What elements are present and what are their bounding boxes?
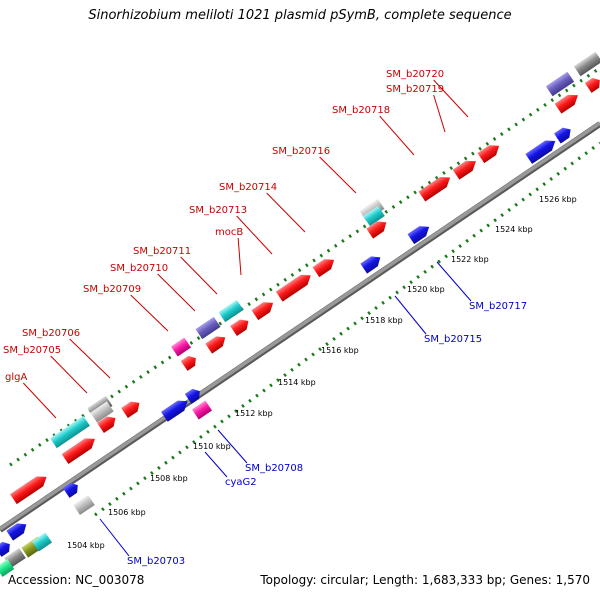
forward-leader-line bbox=[180, 256, 218, 295]
gene-feature-20 bbox=[195, 316, 221, 340]
kbp-tick-label: 1510 kbp bbox=[193, 442, 231, 451]
forward-gene-label: SM_b20718 bbox=[332, 105, 390, 116]
gene-feature-30 bbox=[161, 400, 188, 422]
gene-feature-17 bbox=[251, 302, 274, 321]
gene-feature-11 bbox=[363, 205, 385, 227]
topology-text: Topology: circular; Length: 1,683,333 bp… bbox=[260, 573, 590, 587]
forward-leader-line bbox=[379, 115, 415, 156]
forward-gene-label: SM_b20716 bbox=[272, 146, 330, 157]
forward-tick-track bbox=[9, 66, 600, 467]
tick-dot-tracks bbox=[9, 66, 600, 517]
gene-feature-19 bbox=[218, 299, 244, 323]
gene-feature-36 bbox=[6, 523, 27, 541]
kbp-tick-label: 1506 kbp bbox=[108, 508, 146, 517]
forward-leader-line bbox=[266, 192, 306, 233]
forward-gene-label: SM_b20706 bbox=[22, 328, 80, 339]
forward-leader-line bbox=[433, 94, 446, 133]
gene-feature-2 bbox=[573, 51, 600, 77]
gene-feature-14 bbox=[360, 256, 381, 274]
forward-leader-line bbox=[50, 355, 88, 394]
gene-feature-1 bbox=[545, 71, 575, 97]
gene-feature-26 bbox=[121, 401, 140, 419]
gene-feature-13 bbox=[407, 226, 430, 245]
forward-leader-line bbox=[319, 156, 357, 194]
backbone-line bbox=[0, 121, 600, 531]
gene-feature-4 bbox=[584, 77, 600, 93]
forward-gene-label: SM_b20705 bbox=[3, 345, 61, 356]
forward-leader-line bbox=[433, 79, 469, 118]
gene-feature-12 bbox=[366, 221, 387, 239]
reverse-gene-label: SM_b20715 bbox=[424, 334, 482, 345]
gene-features bbox=[0, 51, 600, 577]
kbp-tick-label: 1524 kbp bbox=[495, 225, 533, 234]
reverse-gene-label: cyaG2 bbox=[225, 477, 257, 488]
gene-feature-23 bbox=[180, 355, 196, 371]
gene-feature-25 bbox=[90, 401, 114, 423]
gene-feature-22 bbox=[171, 337, 191, 357]
gene-feature-31 bbox=[184, 388, 200, 404]
gene-feature-5 bbox=[525, 140, 556, 164]
kbp-tick-label: 1522 kbp bbox=[451, 255, 489, 264]
kbp-tick-label: 1512 kbp bbox=[235, 409, 273, 418]
gene-feature-39 bbox=[32, 532, 52, 552]
kbp-tick-label: 1504 kbp bbox=[67, 541, 105, 550]
forward-gene-label: SM_b20710 bbox=[110, 263, 168, 274]
forward-leader-line bbox=[236, 215, 273, 255]
forward-gene-label: mocB bbox=[215, 227, 243, 238]
reverse-leader-line bbox=[394, 295, 427, 335]
gene-feature-41 bbox=[0, 559, 15, 577]
forward-gene-label: SM_b20709 bbox=[83, 284, 141, 295]
forward-leader-line bbox=[157, 273, 196, 312]
label-leader-lines bbox=[22, 79, 472, 557]
reverse-leader-line bbox=[217, 429, 248, 464]
forward-gene-label: SM_b20713 bbox=[189, 205, 247, 216]
kbp-scale: 1504 kbp 1506 kbp 1508 kbp 1510 kbp 1512 kbp… bbox=[67, 195, 577, 550]
kbp-tick-label: 1514 kbp bbox=[278, 378, 316, 387]
gene-feature-15 bbox=[275, 274, 311, 302]
forward-gene-label: SM_b20719 bbox=[386, 84, 444, 95]
kbp-tick-label: 1516 kbp bbox=[321, 346, 359, 355]
gene-feature-33 bbox=[10, 476, 47, 505]
gene-feature-29 bbox=[61, 438, 95, 465]
reverse-leader-line bbox=[436, 261, 472, 302]
gene-feature-27 bbox=[97, 416, 116, 434]
forward-gene-label: SM_b20720 bbox=[386, 69, 444, 80]
reverse-tick-track bbox=[94, 141, 600, 517]
forward-leader-line bbox=[130, 294, 169, 332]
reverse-leader-line bbox=[99, 518, 130, 557]
kbp-tick-label: 1518 kbp bbox=[365, 316, 403, 325]
gene-feature-18 bbox=[230, 319, 249, 337]
accession-text: Accession: NC_003078 bbox=[8, 573, 145, 587]
map-title: Sinorhizobium meliloti 1021 plasmid pSym… bbox=[88, 8, 512, 23]
forward-gene-label: glgA bbox=[5, 372, 27, 383]
kbp-tick-label: 1520 kbp bbox=[407, 285, 445, 294]
kbp-tick-label: 1508 kbp bbox=[150, 474, 188, 483]
reverse-leader-line bbox=[204, 451, 228, 478]
gene-feature-40 bbox=[0, 541, 10, 557]
gene-feature-28 bbox=[50, 415, 90, 449]
backbone-group bbox=[0, 121, 600, 533]
gene-feature-9 bbox=[477, 145, 500, 164]
gene-feature-34 bbox=[62, 482, 78, 498]
gene-feature-35 bbox=[73, 494, 95, 516]
gene-labels: SM_b20720 SM_b20719 SM_b20718 SM_b20716 SM_b… bbox=[3, 69, 527, 567]
reverse-gene-label: SM_b20717 bbox=[469, 301, 527, 312]
gene-feature-8 bbox=[452, 160, 476, 180]
gene-feature-6 bbox=[554, 127, 571, 144]
kbp-tick-label: 1526 kbp bbox=[539, 195, 577, 204]
forward-leader-line bbox=[69, 338, 111, 379]
gene-feature-3 bbox=[554, 94, 578, 114]
forward-gene-label: SM_b20711 bbox=[133, 246, 191, 257]
reverse-gene-label: SM_b20703 bbox=[127, 556, 185, 567]
gene-feature-16 bbox=[312, 259, 335, 278]
reverse-gene-label: SM_b20708 bbox=[245, 463, 303, 474]
gene-feature-32 bbox=[192, 400, 212, 420]
forward-leader-line bbox=[22, 382, 57, 419]
gene-feature-7 bbox=[418, 176, 451, 202]
forward-leader-line bbox=[237, 237, 242, 276]
forward-gene-label: SM_b20714 bbox=[219, 182, 277, 193]
gene-feature-21 bbox=[205, 336, 226, 354]
